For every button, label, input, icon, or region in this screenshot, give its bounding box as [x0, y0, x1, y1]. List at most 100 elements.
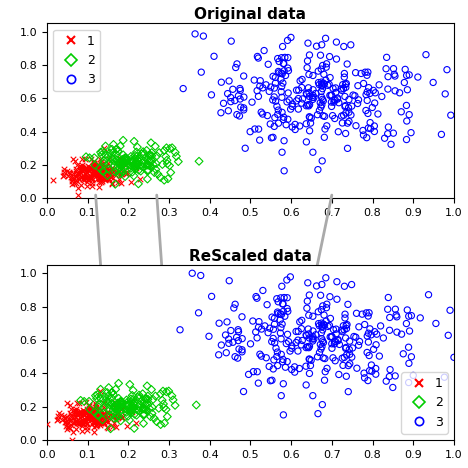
Point	[101, 412, 108, 420]
Point	[108, 165, 115, 173]
Point	[314, 166, 322, 173]
Point	[99, 404, 107, 411]
Point	[74, 169, 82, 176]
Point	[143, 395, 150, 402]
Point	[306, 334, 313, 342]
Point	[277, 329, 284, 337]
Point	[341, 283, 348, 290]
Point	[86, 404, 93, 411]
Point	[95, 171, 103, 178]
Point	[87, 414, 94, 421]
Point	[113, 146, 120, 153]
Point	[91, 399, 99, 406]
Legend: 1, 2, 3: 1, 2, 3	[53, 29, 100, 91]
Point	[92, 416, 100, 423]
Point	[117, 398, 125, 406]
Point	[305, 71, 313, 78]
Point	[318, 306, 325, 314]
Point	[320, 80, 327, 87]
Point	[129, 392, 136, 399]
Point	[94, 417, 101, 424]
Point	[111, 181, 119, 188]
Point	[145, 155, 152, 163]
Point	[145, 161, 153, 169]
Point	[234, 354, 241, 362]
Point	[322, 317, 330, 325]
Point	[284, 294, 291, 301]
Point	[327, 333, 334, 341]
Point	[67, 421, 74, 428]
Point	[108, 400, 116, 407]
Point	[344, 388, 352, 395]
Point	[104, 166, 112, 174]
Point	[148, 157, 155, 165]
Point	[279, 60, 287, 67]
Point	[110, 423, 117, 430]
Point	[310, 335, 318, 343]
Point	[82, 399, 90, 406]
Point	[319, 62, 326, 69]
Point	[362, 91, 370, 98]
Point	[92, 164, 100, 171]
Point	[144, 167, 152, 175]
Title: ReScaled data: ReScaled data	[189, 249, 312, 264]
Point	[140, 411, 147, 419]
Point	[249, 368, 257, 375]
Point	[319, 112, 327, 119]
Point	[77, 163, 84, 171]
Point	[112, 424, 120, 431]
Point	[157, 390, 164, 398]
Point	[318, 101, 326, 109]
Point	[90, 166, 97, 174]
Point	[96, 394, 104, 402]
Point	[373, 330, 380, 338]
Point	[386, 314, 394, 321]
Point	[140, 410, 148, 418]
Point	[79, 420, 86, 428]
Point	[72, 410, 79, 417]
Point	[67, 413, 75, 421]
Point	[55, 415, 62, 423]
Point	[110, 419, 117, 427]
Point	[125, 405, 133, 413]
Point	[130, 161, 137, 169]
Point	[131, 155, 139, 163]
Point	[329, 85, 337, 92]
Point	[376, 352, 383, 360]
Point	[347, 111, 355, 119]
Point	[117, 412, 125, 420]
Point	[146, 151, 153, 159]
Point	[101, 399, 108, 407]
Point	[105, 155, 113, 163]
Point	[54, 417, 61, 424]
Point	[384, 85, 392, 93]
Point	[86, 415, 93, 423]
Point	[270, 365, 277, 373]
Point	[84, 410, 92, 417]
Point	[123, 422, 131, 430]
Point	[318, 82, 326, 90]
Point	[72, 414, 80, 421]
Point	[296, 122, 304, 130]
Point	[292, 339, 300, 346]
Point	[367, 331, 375, 338]
Point	[90, 166, 97, 174]
Point	[68, 405, 75, 413]
Point	[322, 368, 329, 375]
Point	[130, 400, 137, 408]
Point	[330, 96, 338, 104]
Point	[99, 147, 106, 155]
Point	[73, 399, 81, 407]
Point	[271, 314, 278, 322]
Point	[365, 338, 372, 346]
Point	[152, 392, 159, 400]
Point	[152, 166, 160, 173]
Point	[314, 308, 322, 315]
Point	[258, 325, 265, 333]
Point	[322, 35, 329, 42]
Point	[117, 142, 124, 150]
Point	[60, 168, 67, 176]
Point	[331, 96, 339, 103]
Point	[104, 165, 112, 173]
Point	[81, 164, 88, 171]
